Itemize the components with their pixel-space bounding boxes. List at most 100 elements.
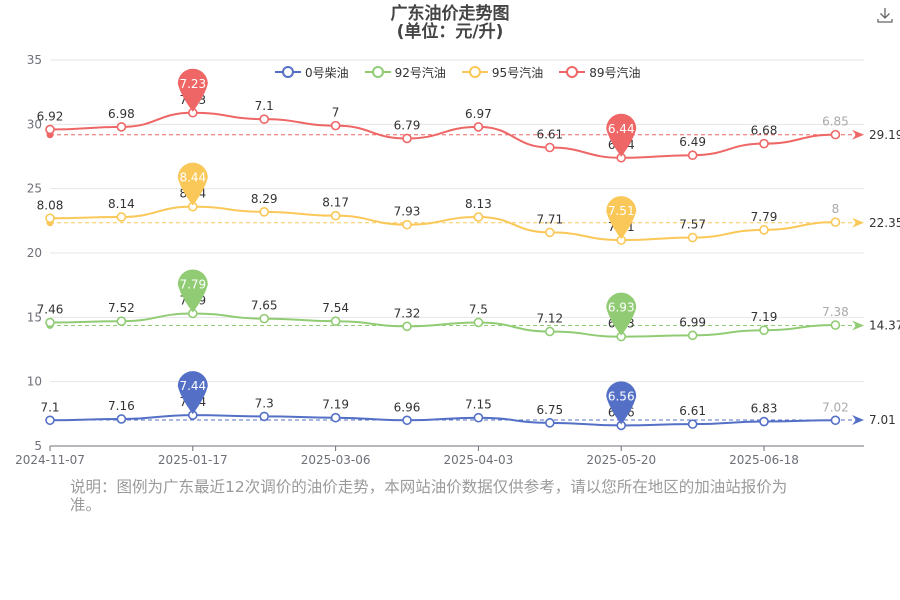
series-line — [49, 312, 836, 338]
marker-label: 6.93 — [608, 301, 635, 315]
min-marker: 6.56 — [606, 381, 637, 425]
data-label: 7.65 — [251, 299, 278, 313]
y-tick-label: 10 — [27, 375, 42, 389]
marker-label: 6.56 — [608, 389, 635, 403]
data-point — [259, 411, 270, 422]
marker-label: 7.44 — [179, 379, 206, 393]
data-label: 7.71 — [536, 212, 563, 226]
legend-label: 95号汽油 — [491, 65, 544, 80]
marker-pin — [177, 371, 208, 415]
series-line — [49, 205, 836, 242]
data-label: 7.15 — [465, 398, 492, 412]
min-marker: 7.51 — [606, 196, 637, 240]
marker-label: 7.51 — [608, 204, 635, 218]
legend-symbol — [364, 66, 391, 78]
data-point — [330, 316, 341, 326]
data-label: 7.1 — [255, 99, 274, 113]
y-tick-label: 25 — [27, 182, 42, 196]
legend: 0号柴油 92号汽油 95号汽油 89号汽油 — [275, 62, 640, 82]
data-point — [116, 316, 127, 326]
data-label: 6.83 — [751, 402, 778, 416]
data-label: 6.61 — [679, 404, 706, 418]
average-arrow — [852, 217, 864, 228]
data-point — [116, 212, 127, 222]
marker-pin — [606, 292, 637, 336]
x-tick-label: 2024-11-07 — [15, 453, 85, 467]
series-0: 7.01 7.1 7.16 7.44 7.3 7.19 6.96 7.15 6.75 6.56 6.… — [40, 371, 896, 431]
data-label: 7.02 — [822, 400, 849, 414]
data-label: 8.29 — [251, 192, 278, 206]
data-point — [330, 120, 341, 131]
data-point — [759, 225, 769, 235]
data-label: 6.99 — [679, 315, 706, 329]
data-label: 6.79 — [394, 118, 421, 132]
data-label: 7.52 — [108, 301, 135, 315]
chart-title: 广东油价走势图 — [390, 4, 510, 24]
data-label: 7.54 — [322, 301, 349, 315]
data-point — [330, 412, 341, 423]
average-label: 14.37 — [869, 318, 900, 332]
data-point — [473, 412, 484, 423]
legend-label: 0号柴油 — [305, 65, 349, 80]
legend-symbol — [559, 66, 586, 78]
data-label: 8 — [832, 202, 840, 216]
series-1: 14.37 7.46 7.52 7.79 7.65 7.54 7.32 7.5 7.12 6.93… — [37, 269, 900, 342]
marker-pin — [177, 162, 208, 206]
legend-item-2[interactable]: 95号汽油 — [461, 64, 544, 81]
data-label: 6.61 — [536, 127, 563, 141]
average-label: 29.19 — [869, 128, 900, 142]
marker-pin — [606, 113, 637, 157]
data-point — [545, 227, 555, 238]
data-point — [402, 133, 412, 144]
data-label: 7.1 — [40, 400, 59, 414]
data-point — [759, 138, 769, 149]
min-marker: 6.93 — [606, 292, 637, 336]
data-label: 7.38 — [822, 305, 849, 319]
x-tick-label: 2025-04-03 — [444, 453, 514, 467]
data-point — [402, 415, 412, 426]
series-2: 22.35 8.08 8.14 8.44 8.29 8.17 7.93 8.13 7.71 7.5… — [37, 162, 900, 245]
data-point — [830, 415, 841, 426]
data-point — [687, 232, 698, 243]
legend-item-0[interactable]: 0号柴油 — [275, 64, 349, 81]
marker-pin — [177, 269, 208, 313]
line-chart: 5 10 15 20 25 30 35 2024-11-07 2025-01-17 2025-03… — [15, 53, 900, 467]
legend-label: 89号汽油 — [589, 65, 641, 80]
data-point — [116, 414, 127, 424]
data-point — [45, 415, 55, 426]
data-point — [259, 207, 270, 217]
marker-label: 6.44 — [608, 122, 635, 136]
data-label: 6.49 — [679, 135, 706, 149]
y-tick-label: 30 — [27, 117, 42, 131]
average-label: 7.01 — [869, 413, 896, 427]
marker-pin — [606, 196, 637, 240]
max-marker: 7.44 — [177, 371, 208, 415]
legend-item-1[interactable]: 92号汽油 — [364, 64, 446, 81]
data-point — [545, 418, 555, 428]
data-point — [545, 326, 555, 337]
average-label: 22.35 — [869, 216, 900, 230]
legend-item-3[interactable]: 89号汽油 — [559, 64, 640, 81]
data-point — [830, 320, 841, 330]
data-label: 6.96 — [394, 400, 421, 414]
data-point — [687, 150, 698, 161]
data-point — [473, 122, 484, 132]
marker-pin — [177, 68, 208, 112]
max-marker: 7.23 — [177, 68, 208, 112]
data-label: 6.97 — [465, 107, 492, 121]
data-label: 8.17 — [322, 196, 349, 210]
data-point — [473, 317, 484, 328]
average-arrow — [852, 320, 864, 331]
max-marker: 7.79 — [177, 269, 208, 313]
data-point — [830, 217, 841, 227]
legend-symbol — [275, 66, 301, 78]
average-arrow — [852, 129, 864, 140]
data-label: 7.79 — [751, 210, 778, 224]
data-label: 6.98 — [108, 107, 135, 121]
footnote: 说明：图例为广东最近12次调价的油价走势，本网站油价数据仅供参考，请以您所在地区… — [70, 478, 788, 514]
data-label: 7.3 — [255, 396, 274, 410]
download-icon[interactable] — [876, 6, 894, 24]
chart-subtitle: (单位：元/升) — [396, 22, 504, 42]
x-tick-label: 2025-01-17 — [158, 453, 228, 467]
x-tick-label: 2025-06-18 — [729, 453, 799, 467]
